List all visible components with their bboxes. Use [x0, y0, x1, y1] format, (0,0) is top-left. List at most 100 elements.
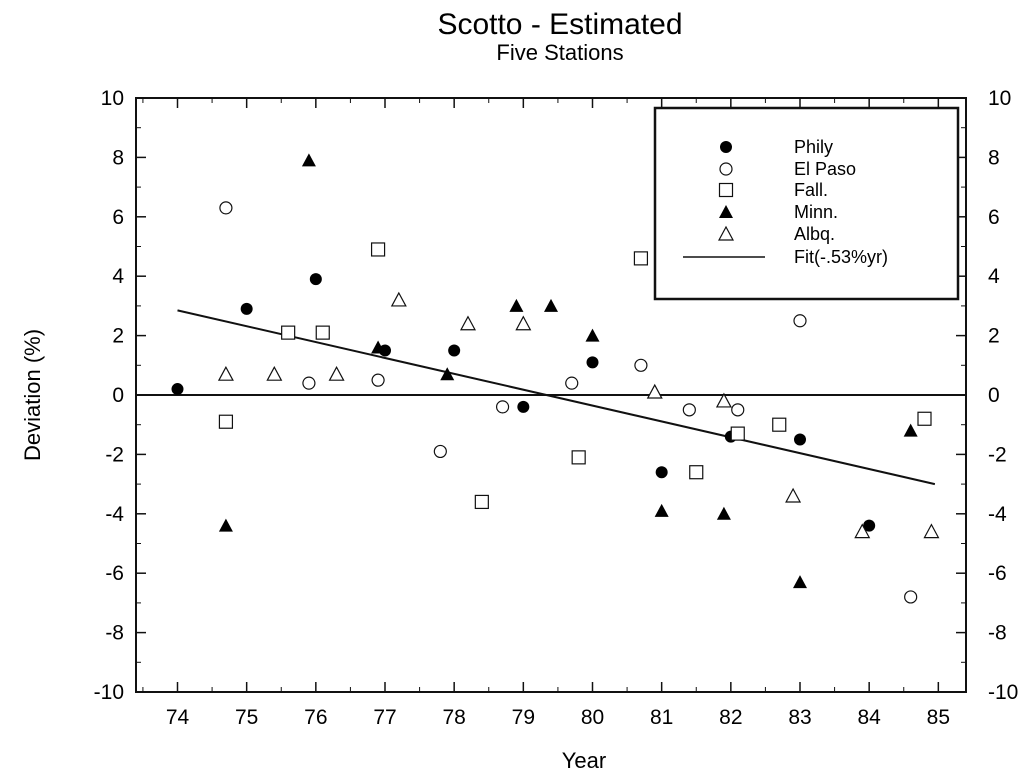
legend-label-minn: Minn.: [794, 202, 838, 222]
data-point-minn: [371, 340, 386, 354]
x-tick-label: 84: [857, 706, 881, 729]
data-point-phily: [171, 383, 184, 396]
x-tick-label: 74: [166, 706, 190, 729]
legend-marker-el-paso: [719, 162, 733, 176]
data-point-albq: [923, 523, 940, 539]
x-axis-label: Year: [562, 748, 606, 773]
x-tick-label: 80: [581, 706, 604, 729]
data-point-el-paso: [565, 376, 579, 390]
y-tick-label-left: -4: [105, 503, 124, 526]
y-tick-label-left: -8: [105, 622, 124, 645]
data-point-el-paso: [433, 444, 447, 459]
data-point-el-paso: [793, 314, 807, 328]
chart-subtitle: Five Stations: [496, 40, 623, 65]
data-point-fall: [772, 417, 787, 432]
x-tick-label: 78: [442, 706, 465, 729]
y-tick-label-right: 2: [988, 325, 1000, 348]
x-tick-label: 82: [719, 706, 742, 729]
legend-label-fall: Fall.: [794, 180, 828, 200]
data-point-fall: [730, 426, 745, 441]
data-point-el-paso: [371, 373, 385, 387]
data-point-fall: [571, 450, 586, 465]
y-tick-label-left: -6: [105, 562, 124, 585]
x-tick-label: 77: [373, 706, 396, 729]
data-point-albq: [390, 291, 407, 307]
y-axis-label: Deviation (%): [20, 329, 45, 461]
y-tick-label-right: 8: [988, 146, 1000, 169]
legend-label-phily: Phily: [794, 137, 833, 157]
fit-line: [177, 309, 936, 486]
data-point-minn: [301, 153, 316, 167]
data-point-minn: [440, 367, 455, 381]
data-point-fall: [218, 414, 234, 429]
y-tick-label-right: 0: [988, 384, 1000, 407]
x-tick-label: 76: [304, 706, 327, 729]
data-point-albq: [266, 365, 283, 381]
y-tick-label-right: -10: [988, 681, 1018, 704]
legend-marker-fall: [718, 182, 734, 198]
data-point-minn: [218, 518, 233, 532]
legend-label-el-paso: El Paso: [794, 159, 856, 179]
y-tick-label-right: -6: [988, 562, 1007, 585]
x-tick-label: 85: [927, 706, 950, 729]
data-point-fall: [281, 325, 296, 340]
data-point-phily: [586, 356, 599, 369]
data-point-minn: [793, 575, 807, 589]
y-tick-label-right: 6: [988, 206, 1000, 229]
data-point-phily: [655, 466, 668, 479]
x-tick-label: 75: [235, 706, 258, 729]
y-tick-label-left: -10: [94, 681, 124, 704]
data-point-phily: [309, 273, 322, 286]
y-tick-label-right: -4: [988, 503, 1007, 526]
y-tick-label-right: 4: [988, 265, 1000, 288]
x-tick-label: 83: [788, 706, 811, 729]
data-point-phily: [240, 302, 253, 315]
y-tick-label-right: -2: [988, 443, 1007, 466]
y-tick-label-left: 2: [112, 325, 124, 348]
data-point-albq: [515, 315, 532, 331]
data-point-minn: [585, 328, 600, 342]
data-point-el-paso: [302, 376, 316, 390]
x-tick-label: 79: [512, 706, 535, 729]
data-point-albq: [459, 315, 477, 331]
data-point-fall: [315, 325, 330, 340]
data-point-fall: [633, 251, 649, 266]
data-point-fall: [474, 494, 489, 510]
x-tick-label: 81: [650, 706, 673, 729]
legend-label-albq: Albq.: [794, 224, 835, 244]
y-tick-label-right: 10: [988, 87, 1011, 110]
y-tick-label-left: 8: [112, 146, 124, 169]
data-point-albq: [715, 392, 732, 408]
data-point-el-paso: [904, 590, 918, 604]
data-point-phily: [794, 433, 806, 446]
data-point-fall: [917, 411, 932, 426]
data-point-albq: [328, 365, 345, 381]
y-tick-label-left: 6: [112, 206, 124, 229]
data-point-phily: [863, 519, 876, 532]
data-point-phily: [517, 400, 530, 413]
data-point-albq: [646, 383, 663, 399]
y-tick-label-left: -2: [105, 443, 124, 466]
data-point-minn: [509, 298, 524, 312]
data-point-minn: [654, 503, 669, 517]
y-tick-label-right: -8: [988, 622, 1007, 645]
data-point-el-paso: [495, 400, 510, 414]
data-point-fall: [689, 465, 704, 480]
y-tick-label-left: 4: [112, 265, 124, 288]
data-point-albq: [785, 487, 802, 503]
data-point-minn: [544, 298, 558, 312]
data-point-minn: [716, 506, 731, 520]
legend-label-fit: Fit(-.53%yr): [794, 247, 888, 267]
legend-box: [653, 106, 960, 301]
data-point-el-paso: [219, 201, 233, 215]
data-point-el-paso: [634, 358, 648, 372]
y-tick-label-left: 10: [101, 87, 124, 110]
data-point-el-paso: [731, 403, 745, 417]
data-point-el-paso: [682, 403, 696, 417]
data-point-phily: [448, 344, 461, 357]
legend-marker-phily: [720, 141, 732, 153]
chart-title: Scotto - Estimated: [437, 8, 682, 41]
legend-marker-minn: [719, 205, 733, 218]
data-point-fall: [370, 242, 386, 257]
